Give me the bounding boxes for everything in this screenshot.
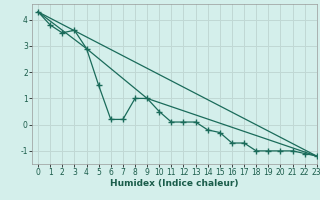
X-axis label: Humidex (Indice chaleur): Humidex (Indice chaleur) — [110, 179, 239, 188]
